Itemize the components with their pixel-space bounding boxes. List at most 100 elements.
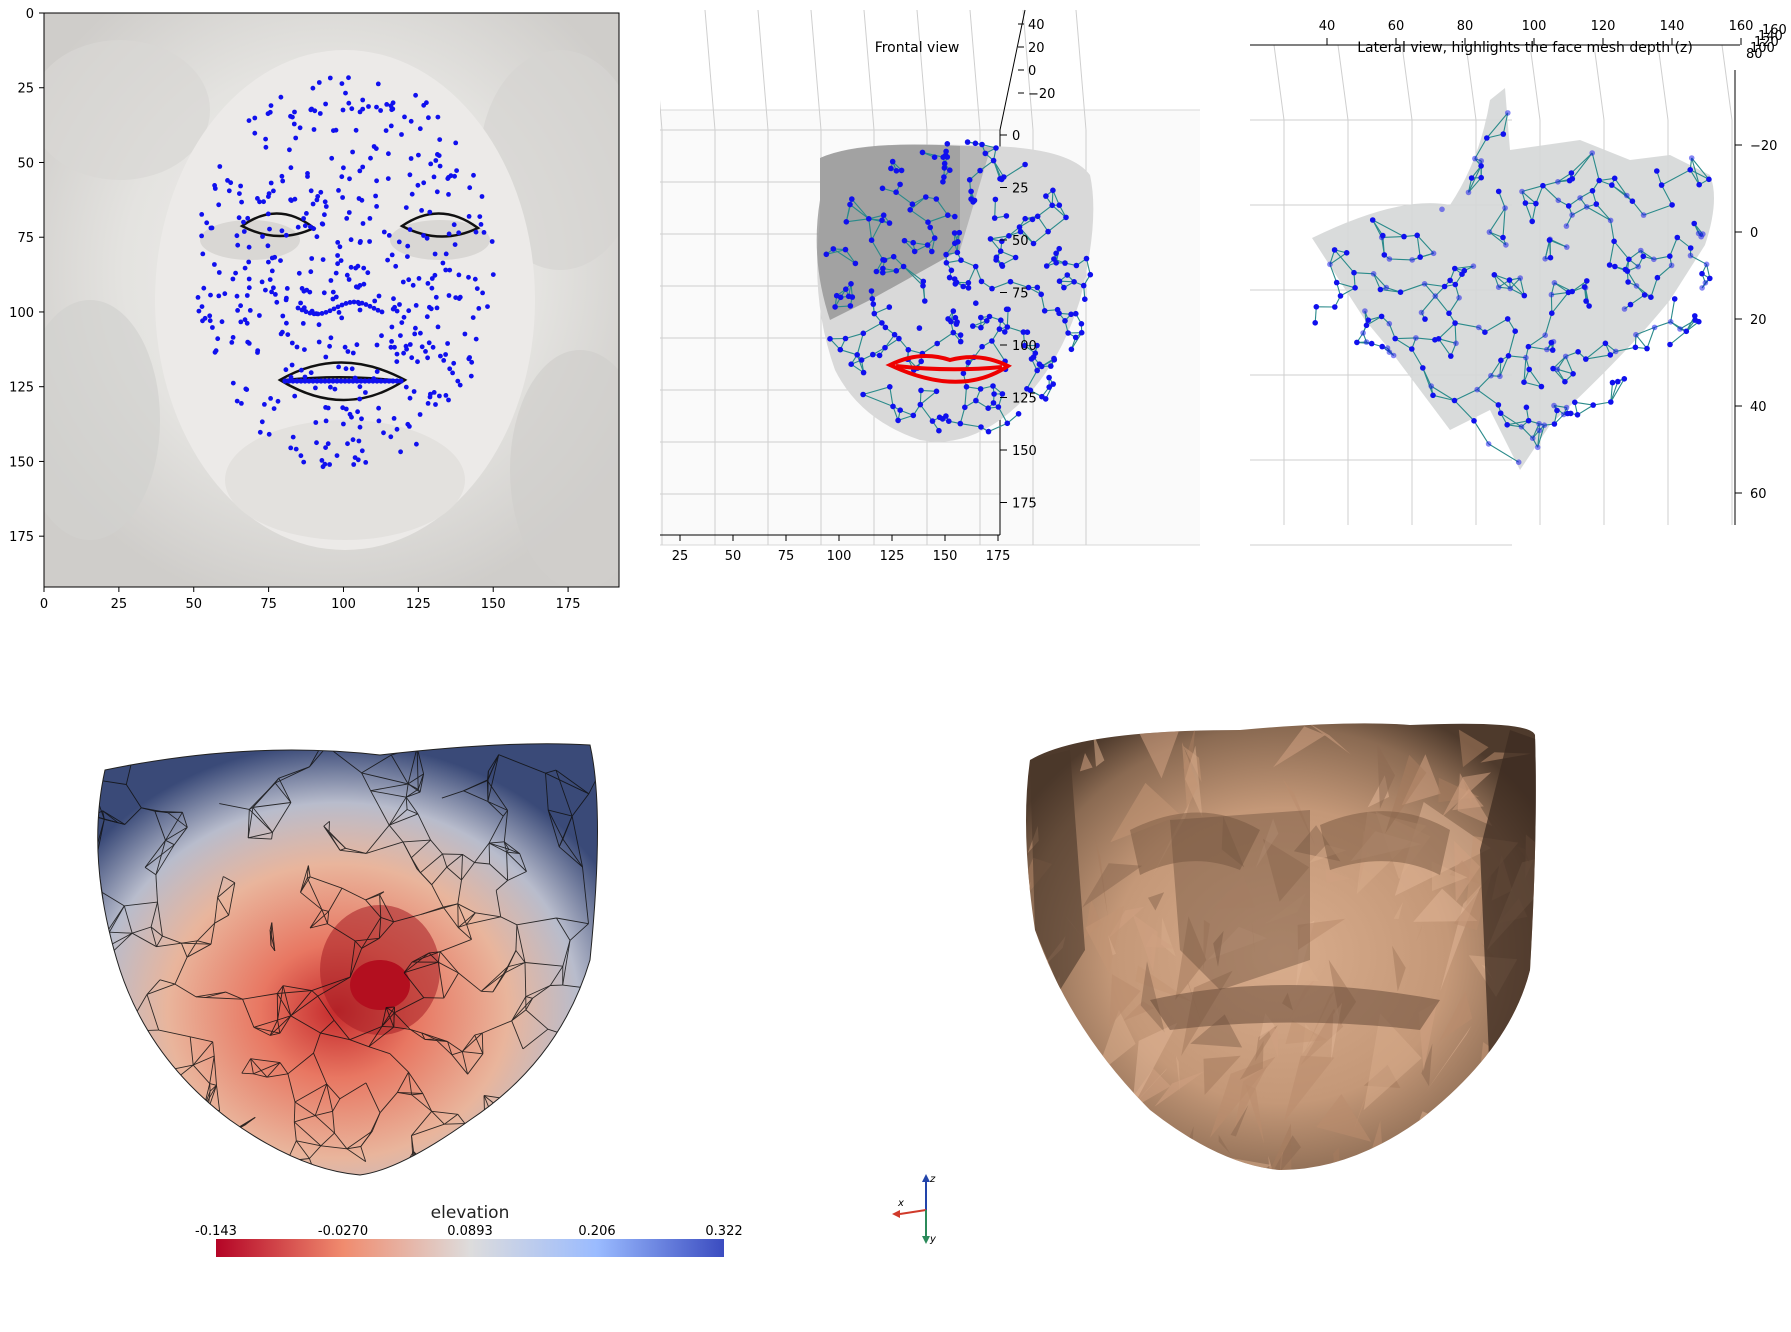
mesh-vertex bbox=[1474, 387, 1480, 393]
skin-facet bbox=[1422, 1122, 1467, 1181]
landmark-point bbox=[216, 202, 221, 207]
landmark-point bbox=[386, 151, 391, 156]
mesh-vertex bbox=[1625, 279, 1631, 285]
mesh-vertex bbox=[998, 248, 1004, 254]
landmark-point bbox=[274, 300, 279, 305]
mesh-vertex bbox=[1422, 281, 1428, 287]
landmark-point bbox=[408, 342, 413, 347]
mesh-vertex bbox=[947, 275, 953, 281]
mesh-vertex bbox=[1523, 355, 1529, 361]
skin-facet bbox=[1464, 1165, 1480, 1197]
landmark-point bbox=[368, 216, 373, 221]
landmark-point bbox=[311, 202, 316, 207]
mesh-vertex bbox=[1575, 412, 1581, 418]
landmark-point bbox=[311, 86, 316, 91]
wire-edge bbox=[414, 1171, 439, 1176]
mesh-vertex bbox=[1521, 379, 1527, 385]
mesh-vertex bbox=[1684, 329, 1690, 335]
landmark-point bbox=[350, 150, 355, 155]
landmark-point bbox=[276, 399, 281, 404]
wire-edge bbox=[482, 1033, 483, 1054]
landmark-point bbox=[301, 216, 306, 221]
landmark-point bbox=[334, 128, 339, 133]
mesh-vertex bbox=[932, 235, 938, 241]
landmark-point bbox=[320, 458, 325, 463]
landmark-point bbox=[323, 199, 328, 204]
mesh-vertex bbox=[920, 283, 926, 289]
mesh-vertex bbox=[993, 145, 999, 151]
mesh-vertex bbox=[1542, 256, 1548, 262]
wire-edge bbox=[162, 1145, 166, 1151]
landmark-point bbox=[334, 271, 339, 276]
mesh-vertex bbox=[1025, 329, 1031, 335]
mesh-vertex bbox=[1409, 346, 1415, 352]
mesh-vertex bbox=[827, 336, 833, 342]
mesh-vertex bbox=[879, 218, 885, 224]
mesh-vertex bbox=[997, 326, 1003, 332]
landmark-point bbox=[237, 191, 242, 196]
mesh-vertex bbox=[952, 241, 958, 247]
landmark-point bbox=[404, 344, 409, 349]
scalar-bar-label: 0.322 bbox=[705, 1224, 742, 1239]
mesh-vertex bbox=[1575, 349, 1581, 355]
elevation-face-surface bbox=[90, 744, 609, 1179]
landmark-point bbox=[398, 378, 403, 383]
mesh-vertex bbox=[966, 280, 972, 286]
mesh-vertex bbox=[1439, 207, 1445, 213]
wire-edge bbox=[414, 1152, 434, 1176]
mesh-vertex bbox=[1471, 263, 1477, 269]
landmark-point bbox=[335, 453, 340, 458]
mesh-vertex bbox=[1073, 335, 1079, 341]
mesh-vertex bbox=[843, 247, 849, 253]
wire-edge bbox=[563, 1074, 570, 1105]
landmark-point bbox=[366, 104, 371, 109]
mesh-vertex bbox=[859, 357, 865, 363]
mesh-vertex bbox=[991, 400, 997, 406]
wire-edge bbox=[500, 1133, 503, 1140]
mesh-vertex bbox=[1022, 162, 1028, 168]
landmark-point bbox=[375, 369, 380, 374]
wire-edge bbox=[484, 1096, 485, 1117]
mesh-vertex bbox=[1626, 257, 1632, 263]
mesh-vertex bbox=[1624, 193, 1630, 199]
mesh-vertex bbox=[866, 216, 872, 222]
mesh-vertex bbox=[999, 177, 1005, 183]
landmark-point bbox=[245, 216, 250, 221]
mesh-vertex bbox=[1433, 293, 1439, 299]
landmark-point bbox=[263, 288, 268, 293]
wire-edge bbox=[104, 1125, 123, 1139]
mesh-vertex bbox=[1419, 310, 1425, 316]
mesh-vertex bbox=[967, 177, 973, 183]
y-tick-label: 25 bbox=[17, 82, 34, 97]
mesh-vertex bbox=[1625, 268, 1631, 274]
mesh-vertex bbox=[979, 279, 985, 285]
mesh-vertex bbox=[844, 219, 850, 225]
x-tick-label: 100 bbox=[331, 597, 356, 612]
mesh-vertex bbox=[1583, 285, 1589, 291]
landmark-point bbox=[437, 394, 442, 399]
landmark-point bbox=[426, 281, 431, 286]
landmark-point bbox=[437, 137, 442, 142]
mesh-vertex bbox=[1035, 285, 1041, 291]
landmark-point bbox=[235, 294, 240, 299]
mesh-vertex bbox=[1507, 277, 1513, 283]
wire-edge bbox=[98, 1063, 126, 1080]
mesh-vertex bbox=[1561, 412, 1567, 418]
mesh-vertex bbox=[1555, 367, 1561, 373]
mesh-vertex bbox=[1668, 319, 1674, 325]
landmark-point bbox=[408, 172, 413, 177]
skin-facet bbox=[1033, 1056, 1044, 1091]
landmark-point bbox=[360, 107, 365, 112]
mesh-vertex bbox=[1654, 168, 1660, 174]
wire-edge bbox=[594, 989, 609, 1034]
mesh-vertex bbox=[1314, 304, 1320, 310]
mesh-vertex bbox=[1079, 330, 1085, 336]
mesh-edge bbox=[995, 199, 996, 218]
landmark-point bbox=[373, 194, 378, 199]
landmark-point bbox=[446, 192, 451, 197]
landmark-point bbox=[428, 162, 433, 167]
lateral-y-tick: 40 bbox=[1750, 400, 1767, 415]
landmark-point bbox=[340, 81, 345, 86]
